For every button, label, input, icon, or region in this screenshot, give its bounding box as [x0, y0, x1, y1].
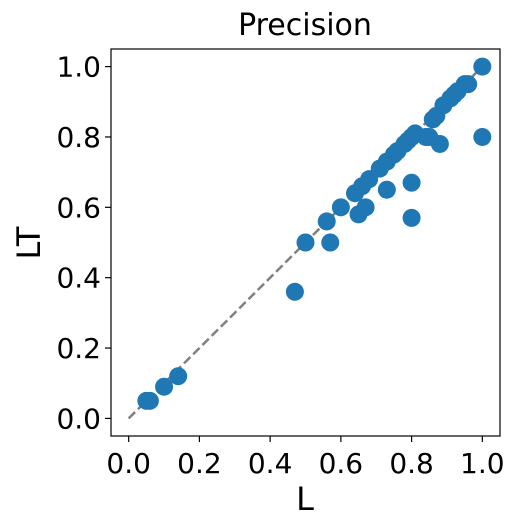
- x-tick-label: 0.2: [177, 447, 222, 480]
- y-tick-label: 0.0: [56, 402, 101, 435]
- x-tick-label: 1.0: [460, 447, 505, 480]
- data-point: [155, 377, 174, 396]
- x-tick-label: 0.4: [248, 447, 293, 480]
- y-tick-label: 0.6: [56, 191, 101, 224]
- x-tick-label: 0.8: [389, 447, 434, 480]
- x-tick-label: 0.6: [319, 447, 364, 480]
- data-point: [169, 367, 188, 386]
- axis-ticks: 0.0 0.2 0.4 0.6 0.8 1.0 0.0 0.2 0.4 0.6 0.8 1.0: [56, 51, 504, 480]
- axes-frame: [110, 48, 501, 437]
- data-point: [430, 134, 449, 153]
- data-point: [356, 198, 375, 217]
- data-point: [296, 233, 315, 252]
- y-axis-label: LT: [10, 226, 48, 259]
- data-point: [473, 127, 492, 146]
- data-point: [321, 233, 340, 252]
- data-point: [285, 282, 304, 301]
- data-point: [459, 75, 478, 94]
- data-point: [473, 57, 492, 76]
- plot-area: [127, 57, 492, 420]
- chart-title: Precision: [238, 8, 372, 43]
- y-tick-label: 0.2: [56, 332, 101, 365]
- y-tick-label: 0.8: [56, 121, 101, 154]
- data-point: [317, 212, 336, 231]
- y-tick-label: 1.0: [56, 51, 101, 84]
- data-point: [331, 198, 350, 217]
- x-axis-label: L: [296, 480, 314, 518]
- data-point: [377, 180, 396, 199]
- data-point: [140, 391, 159, 410]
- y-tick-label: 0.4: [56, 262, 101, 295]
- data-point: [402, 208, 421, 227]
- data-point: [402, 173, 421, 192]
- x-tick-label: 0.0: [106, 447, 151, 480]
